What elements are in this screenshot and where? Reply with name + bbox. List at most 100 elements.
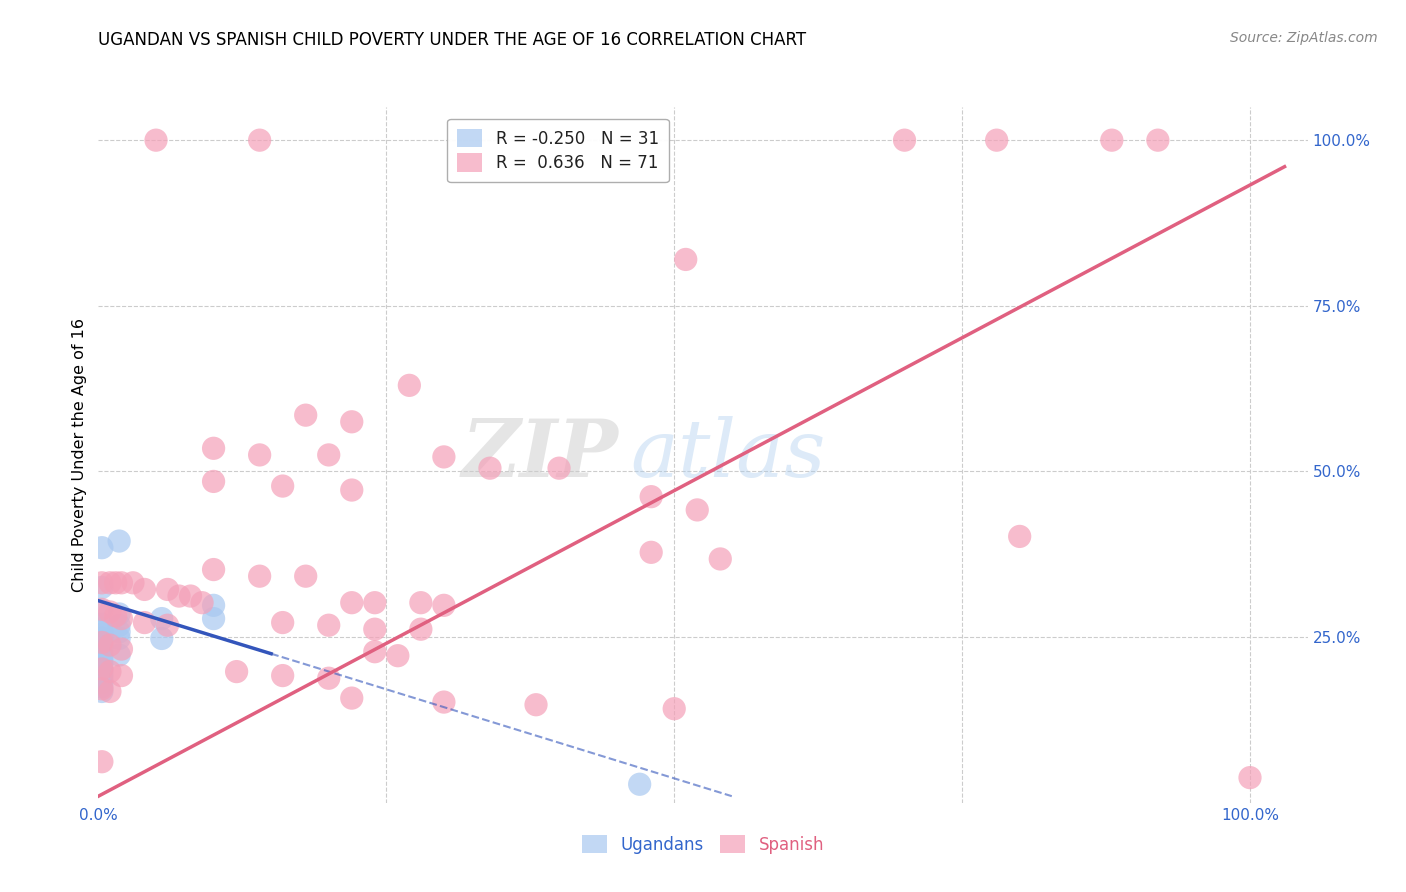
Point <box>294 408 316 422</box>
Point <box>271 668 294 682</box>
Text: UGANDAN VS SPANISH CHILD POVERTY UNDER THE AGE OF 16 CORRELATION CHART: UGANDAN VS SPANISH CHILD POVERTY UNDER T… <box>98 31 807 49</box>
Point <box>90 604 112 618</box>
Point <box>98 575 121 590</box>
Point <box>548 461 571 475</box>
Point <box>90 651 112 665</box>
Point <box>433 450 456 464</box>
Point <box>134 615 156 630</box>
Text: Source: ZipAtlas.com: Source: ZipAtlas.com <box>1230 31 1378 45</box>
Point <box>110 642 132 657</box>
Point <box>478 461 501 475</box>
Point <box>90 635 112 649</box>
Point <box>110 575 132 590</box>
Point <box>108 607 131 621</box>
Point <box>271 479 294 493</box>
Point <box>90 640 112 654</box>
Legend: Ugandans, Spanish: Ugandans, Spanish <box>575 829 831 861</box>
Point <box>249 133 271 147</box>
Text: ZIP: ZIP <box>461 417 619 493</box>
Point <box>433 599 456 613</box>
Point <box>709 552 731 566</box>
Point <box>134 582 156 597</box>
Y-axis label: Child Poverty Under the Age of 16: Child Poverty Under the Age of 16 <box>72 318 87 592</box>
Point <box>108 648 131 662</box>
Point <box>108 632 131 646</box>
Point <box>433 695 456 709</box>
Point <box>364 622 387 636</box>
Point <box>628 777 651 791</box>
Point <box>202 563 225 577</box>
Point <box>90 602 112 616</box>
Point <box>318 618 340 632</box>
Point <box>150 632 173 646</box>
Point <box>90 648 112 662</box>
Point <box>90 622 112 636</box>
Point <box>90 627 112 641</box>
Point <box>225 665 247 679</box>
Point <box>167 589 190 603</box>
Point <box>90 541 112 555</box>
Point <box>1147 133 1170 147</box>
Point <box>318 671 340 685</box>
Text: atlas: atlas <box>630 417 825 493</box>
Point <box>110 668 132 682</box>
Point <box>90 643 112 657</box>
Point <box>640 545 662 559</box>
Point <box>664 702 686 716</box>
Point <box>191 596 214 610</box>
Point <box>986 133 1008 147</box>
Point <box>202 611 225 625</box>
Point <box>90 755 112 769</box>
Point <box>90 681 112 696</box>
Point <box>90 581 112 595</box>
Point <box>340 691 363 706</box>
Point <box>98 665 121 679</box>
Point <box>249 448 271 462</box>
Point <box>340 483 363 497</box>
Point <box>271 615 294 630</box>
Point <box>364 645 387 659</box>
Point <box>1239 771 1261 785</box>
Point <box>90 632 112 646</box>
Point <box>180 589 202 603</box>
Point <box>387 648 409 663</box>
Point <box>340 596 363 610</box>
Point <box>524 698 547 712</box>
Point <box>90 663 112 677</box>
Point <box>110 611 132 625</box>
Point <box>294 569 316 583</box>
Point <box>108 624 131 639</box>
Point <box>98 638 121 652</box>
Point <box>675 252 697 267</box>
Point <box>1101 133 1123 147</box>
Point <box>90 684 112 698</box>
Point <box>90 671 112 685</box>
Point <box>90 635 112 649</box>
Point <box>340 415 363 429</box>
Point <box>90 659 112 673</box>
Point <box>98 605 121 619</box>
Point <box>640 490 662 504</box>
Point <box>409 596 432 610</box>
Point <box>145 133 167 147</box>
Point <box>202 442 225 456</box>
Point <box>104 575 127 590</box>
Point <box>90 656 112 670</box>
Point <box>156 618 179 632</box>
Point <box>398 378 420 392</box>
Point <box>90 675 112 690</box>
Point <box>90 667 112 681</box>
Point <box>202 475 225 489</box>
Point <box>249 569 271 583</box>
Point <box>90 616 112 631</box>
Point <box>108 534 131 549</box>
Point <box>98 684 121 698</box>
Point <box>893 133 915 147</box>
Point <box>90 680 112 694</box>
Point <box>90 575 112 590</box>
Point <box>150 611 173 625</box>
Point <box>409 622 432 636</box>
Point <box>364 596 387 610</box>
Point <box>104 609 127 624</box>
Point <box>122 575 145 590</box>
